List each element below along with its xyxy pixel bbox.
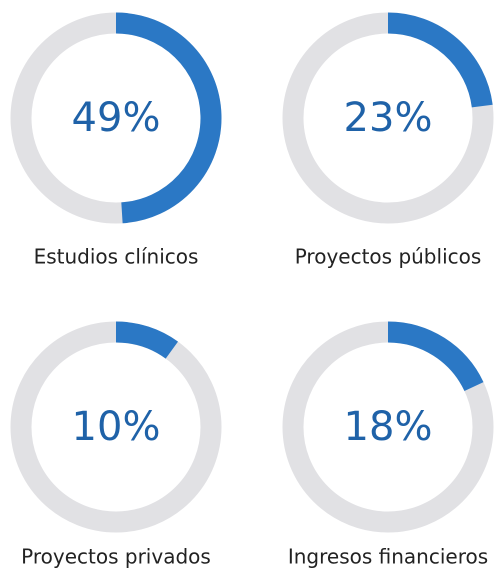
donut-segment <box>115 321 179 359</box>
donut-value: 18% <box>344 404 433 450</box>
donut-label: Estudios clínicos <box>34 245 199 269</box>
donut-value: 23% <box>344 95 433 141</box>
donut-label: Proyectos privados <box>21 545 211 569</box>
donut-segment <box>115 12 222 224</box>
donut-label: Ingresos financieros <box>288 545 488 569</box>
donut-label: Proyectos públicos <box>295 245 482 269</box>
donut-segment <box>387 12 493 108</box>
donut-value: 10% <box>72 404 161 450</box>
donut-segment <box>387 321 484 392</box>
donut-value: 49% <box>72 95 161 141</box>
